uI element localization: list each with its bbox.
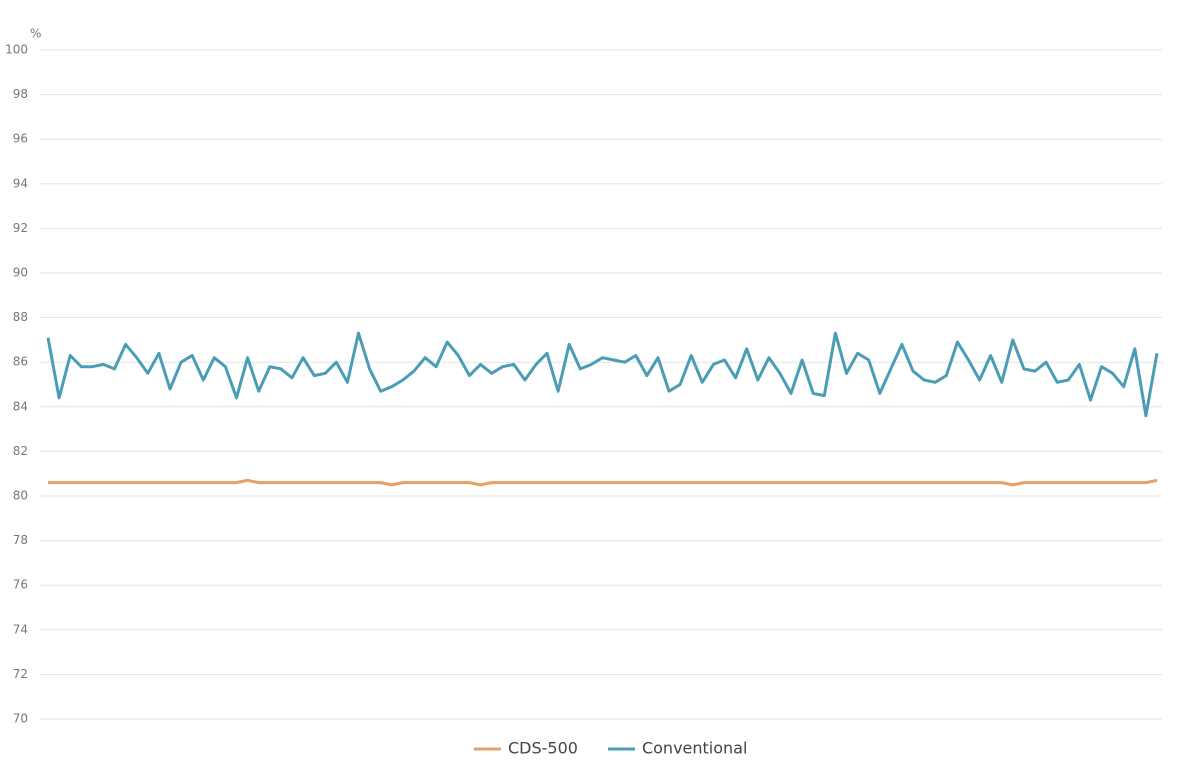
y-tick-label: 96 (13, 132, 28, 146)
y-tick-label: 74 (13, 622, 28, 636)
y-tick-label: 92 (13, 221, 28, 235)
y-tick-label: 70 (13, 712, 28, 726)
y-tick-label: 80 (13, 489, 28, 503)
y-tick-label: 88 (13, 310, 28, 324)
y-tick-label: 82 (13, 444, 28, 458)
y-tick-label: 94 (13, 176, 28, 190)
y-tick-label: 86 (13, 355, 28, 369)
y-tick-label: 100 (5, 43, 28, 57)
series-line (46, 331, 1159, 418)
y-tick-label: 76 (13, 578, 28, 592)
y-tick-label: 98 (13, 87, 28, 101)
series-line (48, 478, 1158, 487)
legend-label: Conventional (642, 739, 747, 758)
y-tick-label: 84 (13, 399, 28, 413)
y-unit: % (30, 27, 41, 41)
y-tick-label: 90 (13, 266, 28, 280)
y-tick-label: 78 (13, 533, 28, 547)
legend-label: CDS-500 (508, 739, 578, 758)
y-tick-label: 72 (13, 667, 28, 681)
